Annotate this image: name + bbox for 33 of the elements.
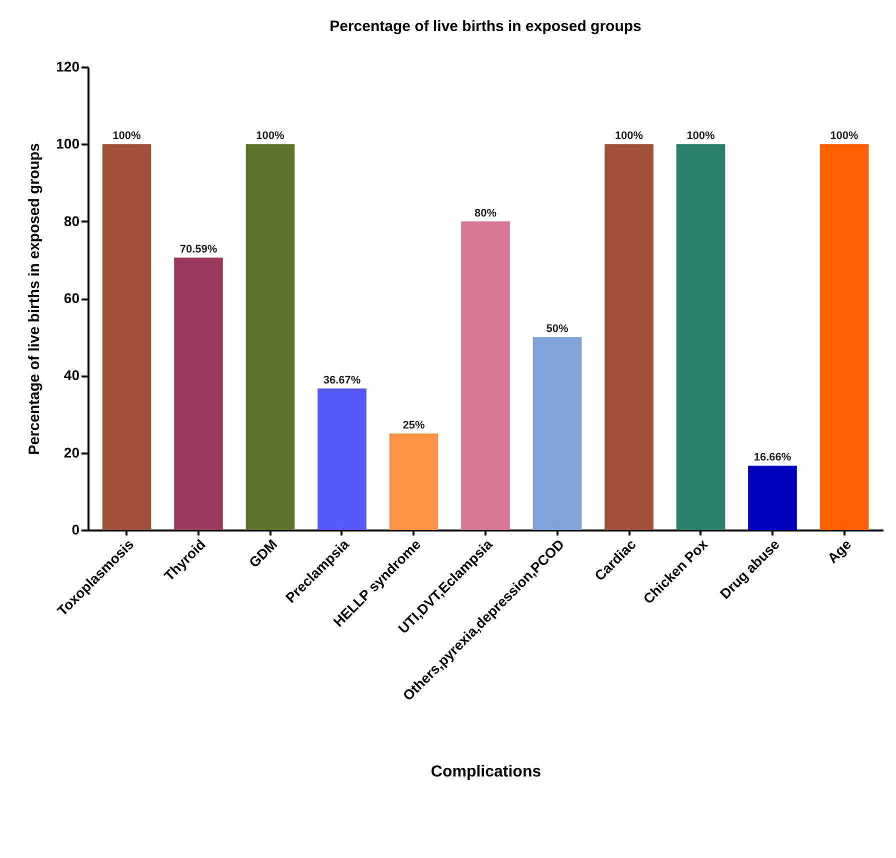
data-label: 70.59% [180, 244, 218, 256]
bar [246, 144, 295, 530]
bar [174, 258, 223, 530]
y-tick-label: 120 [56, 58, 80, 74]
data-label: 100% [830, 130, 859, 142]
y-tick-label: 0 [72, 522, 80, 538]
chart-title: Percentage of live births in exposed groups [330, 18, 642, 35]
bar [676, 144, 726, 530]
y-tick-label: 60 [64, 290, 80, 306]
data-label: 100% [112, 130, 142, 142]
data-label: 100% [686, 130, 716, 142]
bar [389, 434, 438, 530]
bar [318, 388, 366, 530]
y-tick-label: 80 [64, 212, 80, 229]
data-label: 80% [474, 207, 497, 220]
y-tick-label: 40 [64, 367, 80, 384]
bar [820, 144, 869, 530]
bar [102, 144, 152, 530]
data-label: 100% [256, 130, 285, 142]
data-label: 25% [402, 420, 425, 432]
bar [604, 144, 654, 530]
data-label: 36.67% [323, 374, 361, 387]
data-label: 16.66% [754, 452, 792, 464]
x-axis-title: Complications [430, 764, 542, 781]
data-label: 50% [546, 323, 568, 336]
y-axis-title: Percentage of live births in exposed groups [26, 143, 44, 455]
bar [532, 337, 582, 530]
y-tick-label: 100 [56, 136, 80, 152]
bar [461, 221, 510, 530]
y-tick-label: 20 [64, 444, 80, 460]
bar [748, 466, 797, 530]
x-tick-label: Age [824, 536, 854, 566]
data-label: 100% [614, 130, 644, 142]
